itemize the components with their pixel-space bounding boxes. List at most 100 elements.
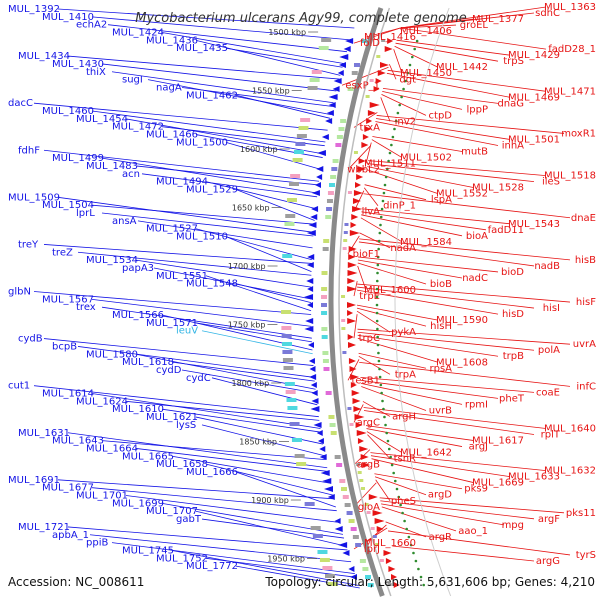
leader-line — [347, 145, 372, 170]
gene-label: pykA — [391, 327, 416, 338]
reverse-gene-mark — [337, 70, 344, 76]
gene-label: MUL_1566 — [112, 310, 164, 321]
forward-gene-mark — [348, 342, 357, 348]
leader-line — [387, 69, 547, 92]
leader-line — [357, 283, 571, 303]
leader-line — [235, 565, 360, 589]
reverse-gene-mark — [316, 174, 323, 180]
leader-line — [375, 118, 511, 140]
feature-block — [367, 583, 374, 587]
leader-line — [356, 304, 439, 321]
gene-label: MUL_1660 — [364, 538, 416, 549]
forward-gene-mark — [362, 134, 369, 140]
leader-line — [181, 369, 317, 394]
leader-line — [43, 149, 320, 182]
leader-line — [386, 72, 511, 98]
gene-label: rpmI — [465, 399, 488, 410]
forward-gene-mark — [387, 38, 394, 44]
feature-block — [351, 71, 358, 75]
leader-line — [147, 79, 331, 116]
feature-block — [344, 223, 349, 226]
gc-dot — [405, 527, 408, 531]
gene-label: thiX — [86, 67, 106, 78]
leader-line — [363, 193, 571, 219]
gene-label: MUL_1590 — [436, 315, 488, 326]
feature-block — [356, 463, 361, 466]
leader-line — [67, 432, 328, 469]
gene-label: pks11 — [566, 508, 596, 519]
gene-label: MUL_1424 — [112, 28, 164, 39]
forward-gene-mark — [353, 406, 362, 412]
gene-label: esxP_1 — [345, 80, 380, 91]
forward-gene-mark — [364, 126, 372, 132]
forward-gene-mark — [379, 62, 389, 68]
leader-line — [363, 187, 379, 206]
leader-line — [392, 545, 535, 562]
reverse-gene-mark — [327, 494, 335, 500]
leader-line — [382, 87, 499, 104]
feature-block — [328, 183, 335, 187]
gene-label: cydD — [156, 365, 182, 376]
feature-block — [300, 118, 311, 122]
feature-block — [295, 142, 306, 146]
feature-block — [359, 479, 364, 482]
leader-line — [201, 330, 313, 355]
gene-label: lysS — [176, 420, 196, 431]
gene-label: nagA — [156, 82, 182, 93]
reverse-gene-mark — [328, 94, 338, 100]
feature-block — [281, 334, 292, 338]
gc-dot — [389, 455, 392, 459]
gene-label: aao_1 — [458, 526, 488, 537]
gene-label: MUL_1707 — [146, 506, 198, 517]
gene-label: MUL_1677 — [42, 483, 94, 494]
gene-label: MUL_1608 — [436, 357, 488, 368]
gc-dot — [382, 191, 386, 195]
gc-dot — [387, 159, 390, 163]
gene-label: MUL_1442 — [436, 62, 488, 73]
feature-block — [321, 311, 328, 315]
forward-gene-mark — [369, 102, 380, 108]
feature-block — [350, 527, 357, 531]
forward-gene-mark — [347, 286, 358, 292]
left-leader-lines — [33, 8, 360, 589]
gc-dot — [378, 231, 382, 235]
feature-block — [321, 335, 328, 339]
gene-label: nadB — [534, 261, 560, 272]
gene-label: pheT — [499, 393, 525, 404]
reverse-gene-mark — [310, 406, 320, 412]
feature-block — [353, 151, 358, 154]
gene-label: lppP — [466, 104, 488, 115]
leader-line — [91, 204, 315, 225]
feature-block — [364, 503, 369, 506]
leader-line — [153, 267, 312, 300]
leader-line — [125, 400, 320, 421]
tick-ring — [394, 7, 452, 597]
feature-block — [325, 215, 332, 219]
gc-dot — [417, 567, 420, 571]
forward-gene-mark — [352, 206, 363, 212]
gc-dot — [386, 439, 390, 443]
gene-label: sugI — [122, 75, 143, 86]
forward-gene-mark — [347, 318, 357, 324]
gc-dot — [393, 127, 396, 131]
gene-label: MUL_1617 — [472, 436, 524, 447]
reverse-gene-mark — [311, 398, 319, 404]
leader-line — [366, 431, 403, 453]
gc-dot — [399, 503, 402, 507]
gene-label: rplT — [541, 430, 561, 441]
gene-label: MUL_1643 — [52, 436, 104, 447]
reverse-gene-mark — [307, 302, 314, 308]
leader-line — [205, 275, 312, 312]
gene-label: MUL_1511 — [364, 159, 416, 170]
feature-block — [307, 86, 318, 90]
tick-labels: 1500 kbp 1550 kbp 1600 kbp 1650 kbp 1700 kbp… — [228, 28, 319, 564]
leader-line — [360, 217, 403, 243]
feature-block — [328, 415, 335, 419]
gene-label: trpE — [359, 291, 380, 302]
gc-dot — [422, 583, 425, 587]
leader-line — [77, 251, 312, 276]
leader-line — [195, 322, 313, 343]
reverse-gene-mark — [345, 38, 354, 44]
gc-dot — [414, 559, 418, 563]
gene-label: argD — [428, 490, 452, 501]
